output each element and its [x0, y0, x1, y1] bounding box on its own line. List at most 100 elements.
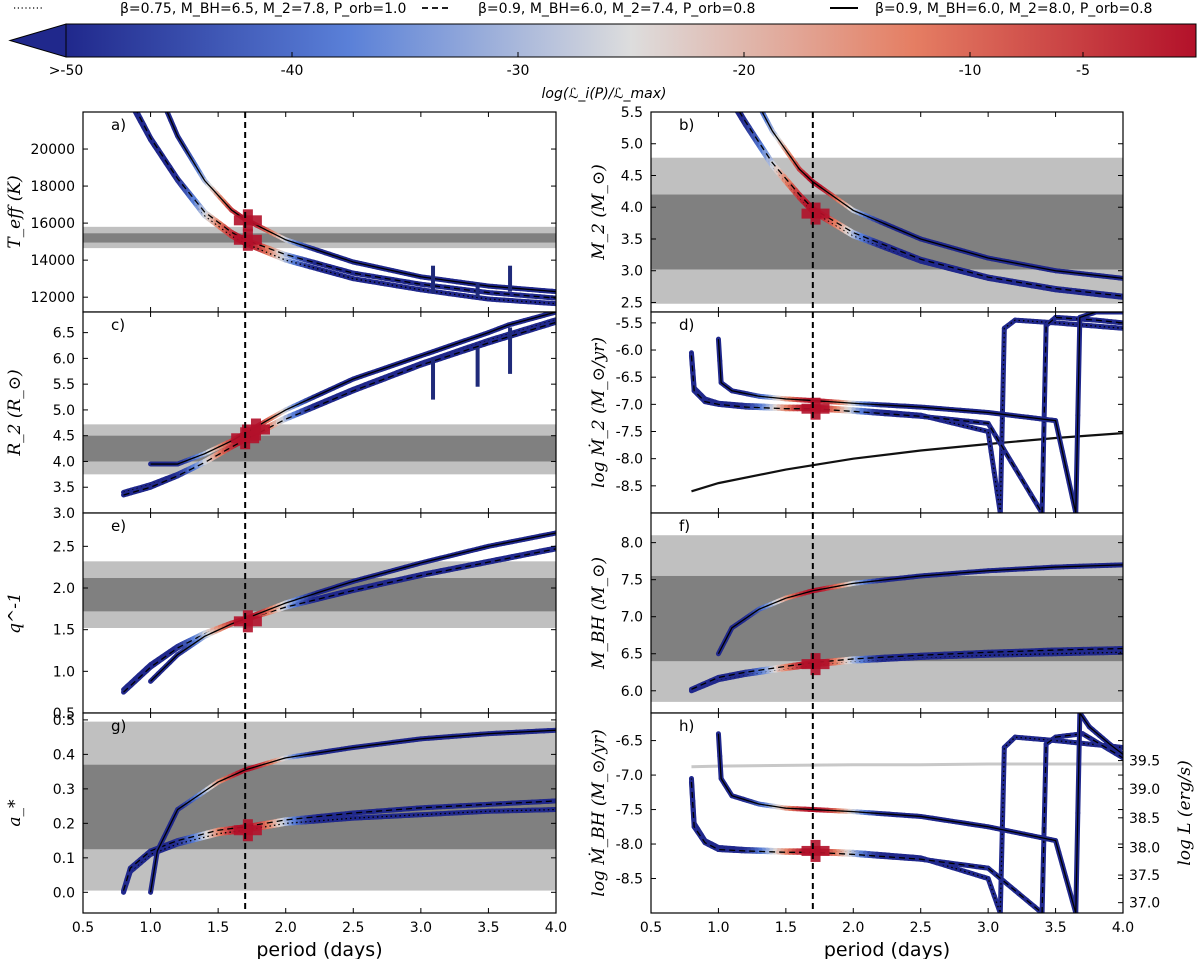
- x-tick-label: 0.5: [72, 920, 94, 936]
- y-tick-label: 2.5: [53, 539, 75, 555]
- best-fit-marker: [810, 397, 821, 420]
- x-axis-label: period (days): [824, 939, 950, 959]
- panel-d: -8.5 -8.0 -7.5 -7.0 -6.5 -6.0 -5.5 d) log Ṁ_2 (M…: [588, 311, 1124, 514]
- plot-area: [83, 112, 556, 312]
- y-tick-label: -6.5: [616, 734, 643, 750]
- series-segment: [726, 90, 730, 96]
- y-axis-label: M_BH (M_⊙): [589, 557, 609, 670]
- y-right-tick-label: 38.5: [1129, 811, 1160, 827]
- series-3: [715, 562, 1123, 657]
- series-segment: [130, 103, 133, 109]
- legend-text-dashed: β=0.9, M_BH=6.0, M_2=7.4, P_orb=0.8: [478, 1, 755, 17]
- panel-b: 2.5 3.0 3.5 4.0 4.5 5.0 5.5 b) M_2 (M_⊙): [589, 77, 1124, 313]
- series-segment: [753, 95, 757, 102]
- series-segment: [749, 88, 753, 95]
- y-tick-label: -8.5: [616, 479, 643, 495]
- x-tick-label: 2.5: [910, 920, 932, 936]
- colorbar-label: log(ℒ_i(P)/ℒ_max): [542, 86, 667, 102]
- series-line-overlay: [717, 312, 1123, 513]
- y-tick-label: -8.0: [616, 837, 643, 853]
- y-tick-label: -8.5: [616, 872, 643, 888]
- panel-f: 6.0 6.5 7.0 7.5 8.0 f) M_BH (M_⊙): [589, 512, 1124, 714]
- series-line-overlay: [691, 647, 1123, 690]
- y-tick-label: 4.5: [53, 429, 75, 445]
- y-tick-label: 1.0: [53, 664, 75, 680]
- y-tick-label: 6.0: [53, 351, 75, 367]
- best-fit-marker: [810, 202, 821, 225]
- y-tick-label: 2.5: [621, 295, 643, 311]
- y-tick-label: 6.5: [621, 647, 643, 663]
- y-right-tick-label: 38.0: [1129, 840, 1160, 856]
- y-tick-label: 3.5: [53, 480, 75, 496]
- colorbar-tick-label: -5: [1076, 63, 1090, 79]
- plot-frame: [82, 712, 557, 914]
- x-tick-label: 4.0: [1112, 920, 1134, 936]
- plot-content: [83, 713, 556, 913]
- y-tick-label: 2.0: [53, 581, 75, 597]
- colorbar-tick-label: -20: [733, 63, 756, 79]
- y-tick-label: -6.5: [616, 370, 643, 386]
- x-tick-label: 2.5: [342, 920, 364, 936]
- band-inner: [651, 575, 1123, 662]
- series-line-overlay: [123, 321, 556, 496]
- series-3: [148, 727, 556, 895]
- series-line-overlay: [150, 312, 556, 465]
- series-line-overlay: [166, 112, 556, 293]
- y-tick-label: 5.0: [621, 137, 643, 153]
- x-tick-label: 1.5: [207, 920, 229, 936]
- y-tick-label: 8.0: [621, 536, 643, 552]
- series-line-overlay: [717, 564, 1123, 655]
- band-inner: [83, 233, 556, 243]
- series-segment: [734, 102, 738, 108]
- panel-c: 3.0 3.5 4.0 4.5 5.0 5.5 6.0 6.5 c) R_2 (R_⊙): [5, 311, 557, 522]
- y-tick-label: -6.0: [616, 343, 643, 359]
- x-tick-label: 1.0: [707, 920, 729, 936]
- y-axis-label: T_eff (K): [5, 175, 25, 248]
- series-3: [745, 80, 1123, 281]
- y-tick-label: 5.0: [53, 403, 75, 419]
- y-tick-label: -7.5: [616, 425, 643, 441]
- series-1: [121, 807, 556, 895]
- best-fit-marker: [242, 610, 253, 633]
- panel-a: 12000 14000 16000 18000 20000 a) T_eff (K): [5, 99, 557, 313]
- series-line-overlay: [122, 800, 556, 891]
- y-tick-label: 7.0: [621, 610, 643, 626]
- series-segment: [718, 80, 722, 86]
- panel-label: d): [679, 316, 694, 334]
- y-tick-label: 0.5: [53, 713, 75, 729]
- panel-h: -8.5 -8.0 -7.5 -7.0 -6.5 0.5 1.0 1.5 2.0 2.5 3.0 3.…: [588, 712, 1195, 959]
- colorbar-extend-arrow: [8, 23, 67, 58]
- colorbar-tick-label: >-50: [49, 63, 84, 79]
- y-tick-label: 3.5: [621, 232, 643, 248]
- series-line-overlay: [136, 112, 556, 299]
- series-segment: [134, 112, 140, 115]
- x-tick-label: 3.0: [977, 920, 999, 936]
- y-tick-label: -7.5: [616, 803, 643, 819]
- series-segment: [130, 99, 133, 105]
- y-tick-label: 6.0: [621, 684, 643, 700]
- x-tick-label: 1.5: [775, 920, 797, 936]
- y-tick-label: -7.0: [616, 397, 643, 413]
- band-inner: [83, 435, 556, 462]
- y-tick-label: 3.0: [53, 506, 75, 522]
- series-segment: [718, 77, 722, 83]
- plot-content: [688, 713, 1123, 913]
- x-axis-label: period (days): [256, 939, 382, 959]
- y-right-axis-label: log L (erg/s): [1175, 760, 1195, 865]
- y-right-tick-label: 37.5: [1129, 868, 1160, 884]
- panel-label: h): [679, 717, 694, 735]
- series-line-overlay: [690, 733, 1123, 913]
- series-segment: [745, 80, 749, 87]
- colorbar: >-50 -40 -30 -20 -10 -5: [8, 23, 1197, 79]
- panel-label: a): [111, 116, 126, 134]
- panels: 12000 14000 16000 18000 20000 a) T_eff (K) 2.5 3…: [5, 77, 1195, 959]
- plot-content: [651, 513, 1123, 713]
- panel-g: 0.0 0.1 0.2 0.3 0.4 0.5 0.5 1.0 1.5 2.0 2.5 3.0 3.5 4…: [5, 712, 567, 959]
- series-segment: [757, 102, 761, 109]
- y-tick-label: 4.0: [621, 200, 643, 216]
- panel-e: 0.5 1.0 1.5 2.0 2.5 e) q^-1: [5, 512, 557, 722]
- legend: β=0.75, M_BH=6.5, M_2=7.8, P_orb=1.0 β=0…: [14, 1, 1152, 17]
- y-tick-label: 0.3: [53, 782, 75, 798]
- panel-label: b): [679, 116, 694, 134]
